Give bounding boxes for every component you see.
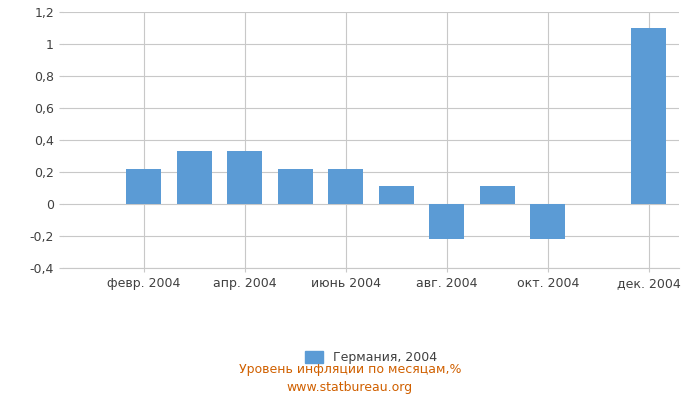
Bar bbox=[126, 169, 162, 204]
Bar bbox=[631, 28, 666, 204]
Legend: Германия, 2004: Германия, 2004 bbox=[300, 346, 442, 369]
Bar bbox=[530, 204, 566, 239]
Bar bbox=[429, 204, 464, 239]
Text: Уровень инфляции по месяцам,%: Уровень инфляции по месяцам,% bbox=[239, 364, 461, 376]
Bar bbox=[480, 186, 515, 204]
Bar bbox=[278, 169, 313, 204]
Bar bbox=[227, 151, 262, 204]
Bar bbox=[328, 169, 363, 204]
Bar bbox=[379, 186, 414, 204]
Text: www.statbureau.org: www.statbureau.org bbox=[287, 382, 413, 394]
Bar bbox=[176, 151, 212, 204]
